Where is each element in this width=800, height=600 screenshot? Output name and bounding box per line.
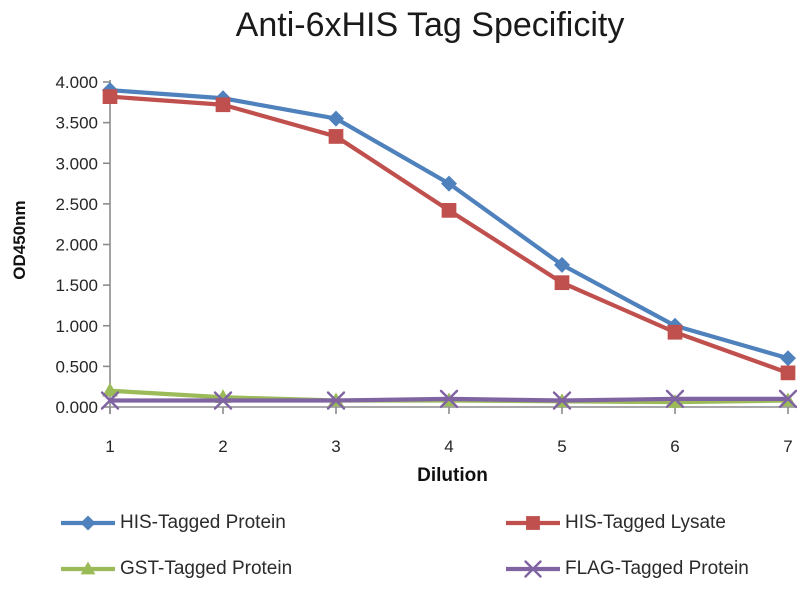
legend: HIS-Tagged Protein HIS-Tagged Lysate GST-T…: [60, 508, 790, 584]
y-tick-label: 1.500: [55, 276, 98, 295]
legend-marker-x-icon: [506, 560, 560, 578]
legend-marker-shape: [80, 561, 96, 575]
series-line-his-tagged-lysate: [107, 94, 791, 375]
marker-flag-tagged-protein: [665, 389, 685, 409]
x-tick-label: 1: [105, 437, 114, 456]
legend-item-his-tagged-protein: HIS-Tagged Protein: [60, 508, 505, 538]
marker-flag-tagged-protein: [778, 389, 798, 409]
y-axis-title: OD450nm: [10, 200, 29, 280]
marker-flag-tagged-protein: [100, 391, 120, 410]
marker-his-tagged-lysate: [554, 275, 570, 291]
x-tick-label: 6: [670, 437, 679, 456]
marker-his-tagged-lysate: [667, 324, 683, 340]
y-tick-label: 1.000: [55, 317, 98, 336]
y-tick-label: 0.000: [55, 398, 98, 417]
legend-label: HIS-Tagged Lysate: [565, 512, 726, 533]
legend-item-his-tagged-lysate: HIS-Tagged Lysate: [505, 508, 790, 538]
legend-marker-shape: [524, 560, 542, 578]
x-tick-label: 3: [331, 437, 340, 456]
x-tick-label: 7: [783, 437, 792, 456]
x-tick-label: 2: [218, 437, 227, 456]
series-line-his-tagged-protein: [107, 88, 791, 361]
legend-item-flag-tagged-protein: FLAG-Tagged Protein: [505, 554, 790, 584]
marker-his-tagged-lysate: [102, 89, 118, 104]
marker-flag-tagged-protein: [439, 389, 459, 409]
marker-gst-tagged-protein: [102, 382, 118, 397]
marker-his-tagged-protein: [780, 350, 796, 367]
y-tick-label: 4.000: [55, 73, 98, 92]
marker-flag-tagged-protein: [552, 391, 572, 410]
legend-marker-square-icon: [506, 516, 560, 530]
marker-his-tagged-lysate: [215, 97, 231, 113]
legend-marker-diamond-icon: [61, 515, 115, 531]
marker-flag-tagged-protein: [213, 391, 233, 410]
legend-label: HIS-Tagged Protein: [120, 512, 286, 533]
y-tick-label: 3.500: [55, 114, 98, 133]
marker-his-tagged-protein: [328, 110, 344, 127]
marker-his-tagged-protein: [554, 256, 570, 273]
y-tick-label: 2.500: [55, 195, 98, 214]
x-axis-title: Dilution: [417, 465, 488, 486]
y-tick-label: 2.000: [55, 236, 98, 255]
x-tick-label: 5: [557, 437, 566, 456]
y-tick-label: 0.500: [55, 357, 98, 376]
legend-label: FLAG-Tagged Protein: [565, 558, 749, 579]
legend-label: GST-Tagged Protein: [120, 558, 293, 579]
legend-marker-triangle-icon: [61, 561, 115, 575]
y-tick-label: 3.000: [55, 154, 98, 173]
marker-flag-tagged-protein: [326, 391, 346, 410]
legend-marker-shape: [80, 515, 96, 531]
legend-item-gst-tagged-protein: GST-Tagged Protein: [60, 554, 505, 584]
marker-his-tagged-protein: [441, 175, 457, 192]
marker-his-tagged-lysate: [441, 203, 457, 218]
x-tick-label: 4: [444, 437, 453, 456]
chart-title: Anti-6xHIS Tag Specificity: [235, 6, 625, 44]
legend-marker-shape: [526, 516, 540, 530]
marker-his-tagged-lysate: [328, 129, 344, 144]
marker-his-tagged-lysate: [780, 365, 796, 381]
